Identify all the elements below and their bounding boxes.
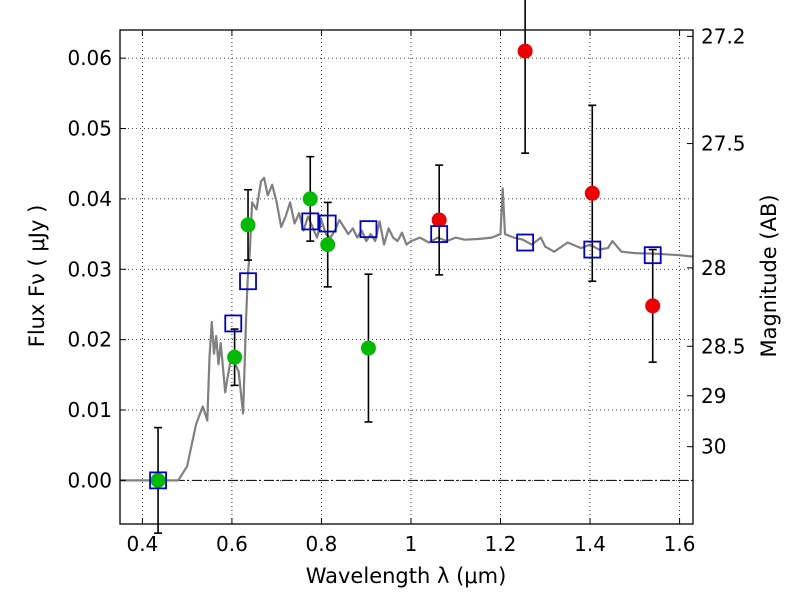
data-point [431, 212, 447, 228]
y2-tick-label: 29 [701, 384, 726, 408]
plot-frame [119, 29, 694, 525]
model-point [239, 272, 257, 291]
data-point [302, 191, 318, 207]
y2-tick-label: 28.5 [701, 334, 746, 358]
x-tick-labels: 0.4 0.6 0.8 1 1.2 1.4 1.6 [126, 532, 695, 556]
x-tick-label: 0.8 [306, 532, 338, 556]
model-point [318, 214, 337, 233]
x-axis-label: Wavelength λ (μm) [306, 564, 507, 588]
y2-tick-label: 27.5 [701, 132, 746, 156]
y-tick-label: 0.05 [67, 117, 112, 141]
data-point [240, 217, 256, 233]
model-point [224, 314, 243, 333]
ticks [120, 30, 693, 524]
x-tick-label: 1.2 [485, 532, 517, 556]
model-point [516, 233, 535, 252]
y2-tick-label: 28 [701, 256, 726, 280]
x-tick-label: 1.4 [574, 532, 606, 556]
data-point [645, 298, 661, 314]
data-point [150, 472, 166, 488]
model-point [359, 220, 378, 239]
data-markers [149, 0, 662, 534]
y2-tick-label: 27.2 [701, 24, 746, 48]
y-tick-label: 0.00 [67, 468, 112, 492]
y2-tick-label: 30 [701, 435, 726, 459]
data-point [320, 237, 336, 253]
y-axis-label: Flux Fν ( μJy ) [25, 205, 49, 348]
x-tick-label: 0.6 [216, 532, 248, 556]
model-point [430, 225, 449, 243]
data-point [360, 340, 376, 356]
y-tick-label: 0.04 [67, 187, 112, 211]
data-point [227, 349, 243, 365]
y2-axis-label: Magnitude (AB) [757, 194, 781, 357]
y-tick-label: 0.06 [67, 46, 112, 70]
model-point [583, 240, 602, 259]
y-tick-label: 0.03 [67, 257, 112, 281]
model-point [643, 246, 662, 265]
grid [120, 30, 693, 524]
x-tick-label: 1 [405, 532, 418, 556]
model-spectrum-line [120, 176, 694, 482]
model-point [149, 471, 167, 490]
y-tick-labels: 0.00 0.01 0.02 0.03 0.04 0.05 0.06 [67, 46, 112, 492]
x-tick-label: 0.4 [126, 532, 158, 556]
model-spectrum [120, 176, 694, 482]
data-point [584, 185, 600, 201]
data-point [517, 43, 533, 59]
y-tick-label: 0.01 [67, 398, 112, 422]
y-tick-label: 0.02 [67, 328, 112, 352]
model-point [301, 212, 320, 231]
x-tick-label: 1.6 [664, 532, 696, 556]
